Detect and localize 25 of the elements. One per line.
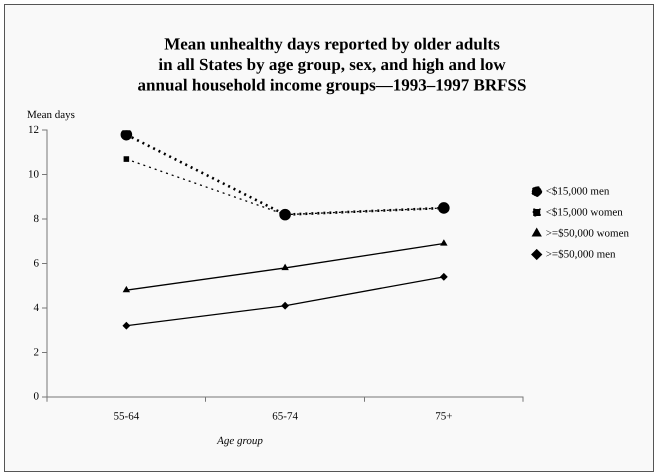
point <box>124 156 130 162</box>
legend-label: <$15,000 men <box>546 185 610 198</box>
y-tick-label: 2 <box>34 346 39 358</box>
chart-title: Mean unhealthy days reported by older adults in all States by age group, sex, and high and low annual household income groups—1993–1997 BRFSS <box>138 34 526 94</box>
legend-label: >=$50,000 men <box>546 248 616 260</box>
point <box>123 286 130 292</box>
y-tick-label: 6 <box>34 257 40 270</box>
x-tick-label: 55-64 <box>114 410 140 422</box>
point <box>120 130 132 140</box>
x-tick-label: 65-74 <box>272 410 298 422</box>
point <box>282 264 288 270</box>
y-tick-label: 12 <box>28 124 39 136</box>
x-tick-label: 75+ <box>435 410 452 422</box>
y-tick-label: 0 <box>34 390 40 403</box>
point <box>440 240 448 246</box>
y-axis-title: Mean days <box>27 109 75 121</box>
x-axis-title: Age group <box>216 435 264 447</box>
y-tick-label: 8 <box>34 212 40 225</box>
y-tick-label: 4 <box>34 302 40 314</box>
point <box>281 302 289 310</box>
y-tick-label: 10 <box>28 168 40 181</box>
legend-label: <$15,000 women <box>546 206 624 218</box>
legend-label: >=$50,000 women <box>546 227 630 240</box>
point <box>440 273 448 280</box>
point <box>122 322 130 330</box>
